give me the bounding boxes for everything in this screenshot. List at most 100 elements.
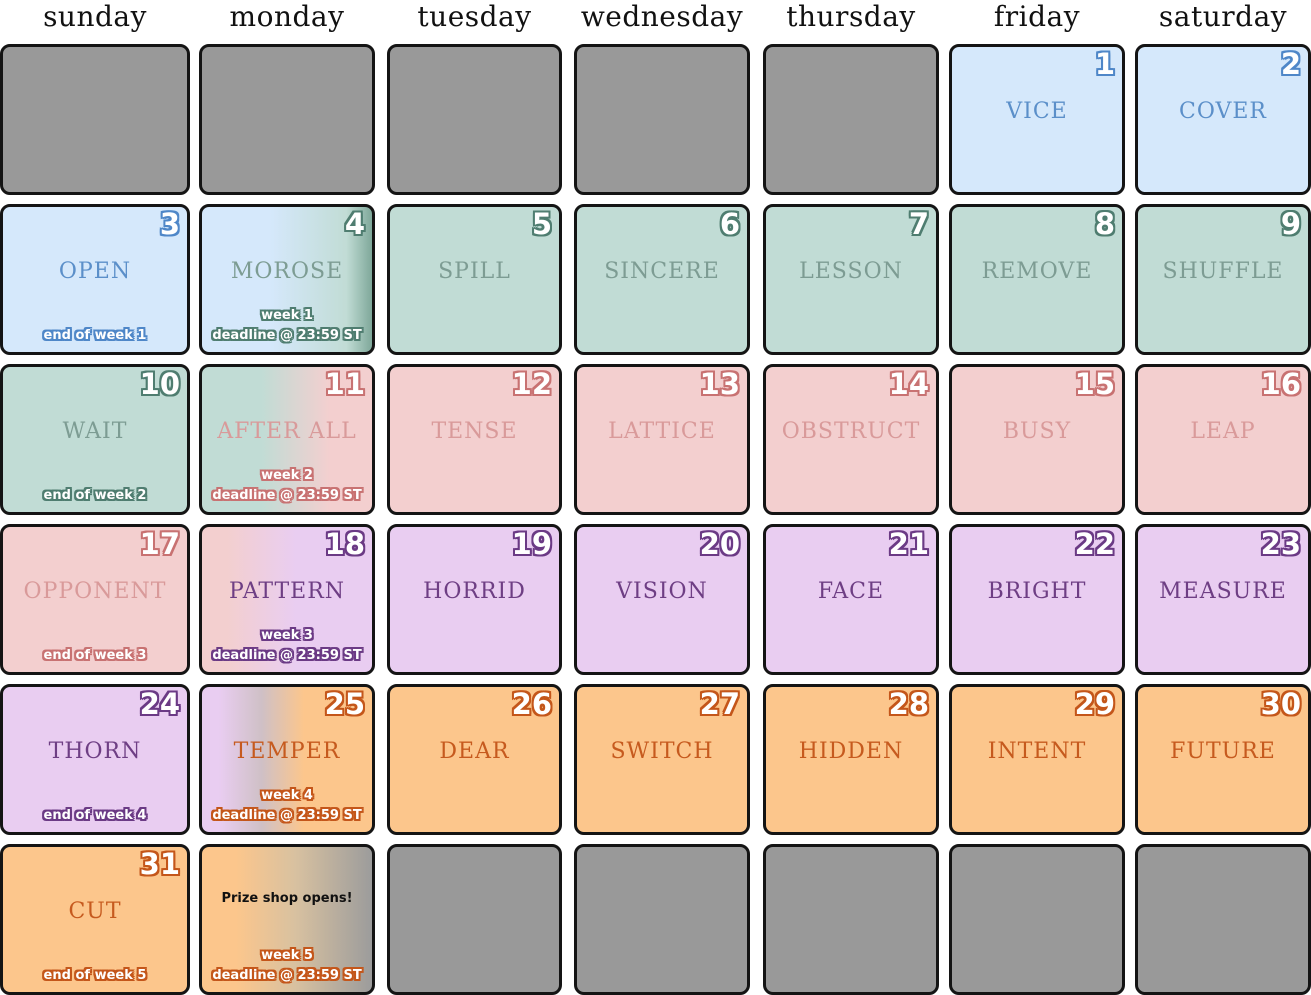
day-cell-7[interactable]: 7 LESSON: [763, 204, 939, 355]
day-number: 3: [159, 207, 180, 241]
day-cell-1[interactable]: 1 VICE: [949, 44, 1125, 195]
day-name-tuesday: tuesday: [417, 0, 532, 33]
day-number: 29: [1074, 687, 1115, 721]
day-cell-28[interactable]: 28 HIDDEN: [763, 684, 939, 835]
day-cell-17[interactable]: 17 OPPONENT end of week 3: [0, 524, 190, 675]
day-number: 20: [699, 527, 740, 561]
day-word: REMOVE: [981, 259, 1093, 284]
day-cell-5[interactable]: 5 SPILL: [387, 204, 562, 355]
day-word: MEASURE: [1159, 579, 1287, 604]
day-cell-18[interactable]: 18 PATTERN week 3 deadline @ 23:59 ST: [199, 524, 375, 675]
empty-day-cell: [574, 44, 750, 195]
deadline-note: deadline @ 23:59 ST: [212, 328, 362, 343]
week-label: week 4: [261, 788, 313, 803]
day-number: 18: [324, 527, 365, 561]
day-cell-30[interactable]: 30 FUTURE: [1135, 684, 1311, 835]
day-cell-9[interactable]: 9 SHUFFLE: [1135, 204, 1311, 355]
day-cell-10[interactable]: 10 WAIT end of week 2: [0, 364, 190, 515]
day-number: 15: [1074, 367, 1115, 401]
deadline-note: deadline @ 23:59 ST: [212, 648, 362, 663]
day-number: 31: [139, 847, 180, 881]
day-number: 8: [1094, 207, 1115, 241]
day-cell-20[interactable]: 20 VISION: [574, 524, 750, 675]
week-label: week 3: [261, 628, 313, 643]
day-cell-3[interactable]: 3 OPEN end of week 1: [0, 204, 190, 355]
day-name-wednesday: wednesday: [580, 0, 744, 33]
day-word: SPILL: [438, 259, 511, 284]
day-name-friday: friday: [993, 0, 1081, 33]
day-word: MOROSE: [230, 259, 344, 284]
day-word: VISION: [616, 579, 708, 604]
day-number: 16: [1260, 367, 1301, 401]
day-number: 17: [139, 527, 180, 561]
day-cell-6[interactable]: 6 SINCERE: [574, 204, 750, 355]
day-number: 19: [511, 527, 552, 561]
day-number: 2: [1280, 47, 1301, 81]
empty-day-cell: [763, 844, 939, 995]
day-name-monday: monday: [229, 0, 345, 33]
day-word: HORRID: [423, 579, 526, 604]
day-cell-31[interactable]: 31 CUT end of week 5: [0, 844, 190, 995]
day-number: 14: [888, 367, 929, 401]
day-word: FACE: [817, 579, 885, 604]
day-number: 6: [719, 207, 740, 241]
day-cell-24[interactable]: 24 THORN end of week 4: [0, 684, 190, 835]
day-word: SINCERE: [604, 259, 720, 284]
day-number: 28: [888, 687, 929, 721]
day-cell-11[interactable]: 11 AFTER ALL week 2 deadline @ 23:59 ST: [199, 364, 375, 515]
end-of-week-note: end of week 5: [43, 968, 147, 983]
deadline-note: deadline @ 23:59 ST: [212, 488, 362, 503]
day-word: BRIGHT: [987, 579, 1087, 604]
day-word: TEMPER: [233, 739, 341, 764]
day-cell-29[interactable]: 29 INTENT: [949, 684, 1125, 835]
day-number: 1: [1094, 47, 1115, 81]
day-cell-21[interactable]: 21 FACE: [763, 524, 939, 675]
day-cell-2[interactable]: 2 COVER: [1135, 44, 1311, 195]
day-number: 9: [1280, 207, 1301, 241]
day-number: 12: [511, 367, 552, 401]
empty-day-cell: [0, 44, 190, 195]
day-cell-15[interactable]: 15 BUSY: [949, 364, 1125, 515]
day-cell-19[interactable]: 19 HORRID: [387, 524, 562, 675]
day-word: PATTERN: [228, 579, 346, 604]
day-cell-27[interactable]: 27 SWITCH: [574, 684, 750, 835]
day-cell-13[interactable]: 13 LATTICE: [574, 364, 750, 515]
empty-day-cell: [387, 44, 562, 195]
day-cell-23[interactable]: 23 MEASURE: [1135, 524, 1311, 675]
empty-day-cell: [387, 844, 562, 995]
day-cell-22[interactable]: 22 BRIGHT: [949, 524, 1125, 675]
day-cell-14[interactable]: 14 OBSTRUCT: [763, 364, 939, 515]
day-number: 23: [1260, 527, 1301, 561]
day-name-sunday: sunday: [43, 0, 147, 33]
day-word: SHUFFLE: [1162, 259, 1284, 284]
day-number: 11: [324, 367, 365, 401]
day-word: LATTICE: [608, 419, 716, 444]
end-of-week-note: end of week 2: [43, 488, 147, 503]
day-word: INTENT: [987, 739, 1087, 764]
day-number: 5: [531, 207, 552, 241]
day-word: AFTER ALL: [217, 419, 357, 444]
end-of-week-note: end of week 3: [43, 648, 147, 663]
empty-day-cell: [574, 844, 750, 995]
day-word: OBSTRUCT: [781, 419, 921, 444]
day-word: OPPONENT: [23, 579, 167, 604]
day-word: VICE: [1006, 99, 1068, 124]
day-name-thursday: thursday: [786, 0, 916, 33]
day-number: 22: [1074, 527, 1115, 561]
day-cell-prize[interactable]: Prize shop opens! week 5 deadline @ 23:59 …: [199, 844, 375, 995]
day-cell-25[interactable]: 25 TEMPER week 4 deadline @ 23:59 ST: [199, 684, 375, 835]
day-cell-4[interactable]: 4 MOROSE week 1 deadline @ 23:59 ST: [199, 204, 375, 355]
empty-day-cell: [763, 44, 939, 195]
week-label: week 5: [261, 948, 313, 963]
day-number: 10: [139, 367, 180, 401]
day-cell-8[interactable]: 8 REMOVE: [949, 204, 1125, 355]
day-word: FUTURE: [1170, 739, 1276, 764]
deadline-note: deadline @ 23:59 ST: [212, 808, 362, 823]
day-cell-26[interactable]: 26 DEAR: [387, 684, 562, 835]
day-cell-16[interactable]: 16 LEAP: [1135, 364, 1311, 515]
day-cell-12[interactable]: 12 TENSE: [387, 364, 562, 515]
day-number: 30: [1260, 687, 1301, 721]
deadline-note: deadline @ 23:59 ST: [212, 968, 362, 983]
end-of-week-note: end of week 4: [43, 808, 147, 823]
day-number: 25: [324, 687, 365, 721]
